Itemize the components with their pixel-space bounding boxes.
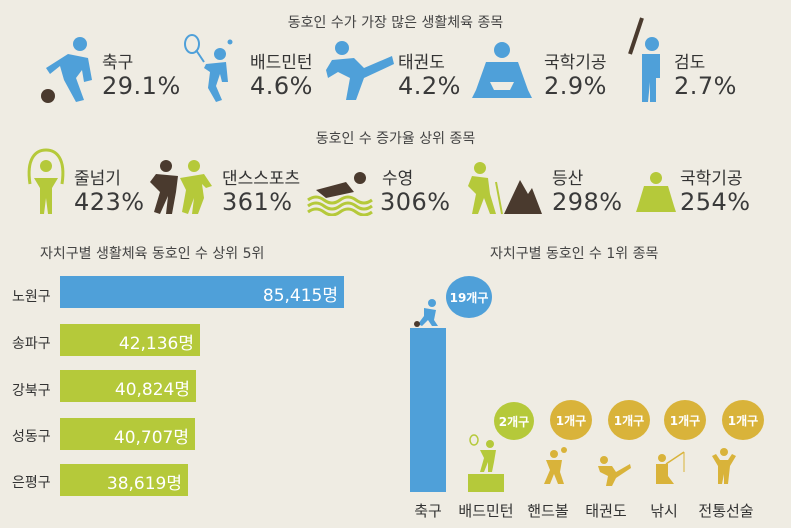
sport-label-taekwondo: 태권도 bbox=[585, 502, 627, 520]
district-label: 노원구 bbox=[12, 289, 51, 305]
swimmer-icon bbox=[307, 172, 373, 216]
value-gigong: 2.9% bbox=[544, 72, 607, 100]
district-value: 85,415명 bbox=[262, 286, 338, 306]
count-bubble-fishing: 1개구 bbox=[664, 400, 706, 440]
sport-label-seonsul: 전통선술 bbox=[698, 502, 754, 520]
value-kendo: 2.7% bbox=[674, 72, 737, 100]
district-label: 성동구 bbox=[12, 429, 51, 445]
value-badminton: 4.6% bbox=[250, 72, 313, 100]
meditation-icon bbox=[472, 42, 532, 98]
dance-couple-icon bbox=[150, 160, 212, 214]
soccer-count-bar bbox=[410, 328, 446, 492]
district-label: 강북구 bbox=[12, 383, 51, 399]
section3-title: 자치구별 생활체육 동호인 수 상위 5위 bbox=[40, 246, 265, 262]
hiker-icon bbox=[468, 162, 542, 215]
section4-title: 자치구별 동호인 수 1위 종목 bbox=[490, 246, 659, 262]
fishing-icon bbox=[656, 451, 685, 484]
soccer-player-icon bbox=[41, 37, 92, 103]
count-bubble-taekwondo: 1개구 bbox=[608, 400, 650, 440]
district-bar: 38,619명 bbox=[60, 464, 188, 496]
district-bar: 85,415명 bbox=[60, 276, 344, 308]
section1-title: 동호인 수가 가장 많은 생활체육 종목 bbox=[287, 15, 504, 31]
label-gigong2: 국학기공 bbox=[680, 169, 743, 189]
jump-rope-icon bbox=[27, 148, 65, 214]
sport-label-badminton: 배드민턴 bbox=[458, 502, 514, 520]
taekwondo-kick-icon bbox=[326, 41, 394, 100]
label-dance: 댄스스포츠 bbox=[222, 169, 301, 189]
value-soccer: 29.1% bbox=[102, 72, 181, 100]
label-jumprope: 줄넘기 bbox=[74, 169, 121, 189]
district-label: 은평구 bbox=[12, 475, 51, 491]
value-swim: 306% bbox=[380, 188, 451, 216]
sport-label-soccer: 축구 bbox=[414, 502, 442, 520]
count-bubble-handball: 1개구 bbox=[550, 400, 592, 440]
district-value: 42,136명 bbox=[118, 334, 194, 354]
district-value: 38,619명 bbox=[106, 474, 182, 494]
label-taekwondo: 태권도 bbox=[398, 53, 445, 73]
value-hiking: 298% bbox=[552, 188, 623, 216]
label-badminton: 배드민턴 bbox=[250, 53, 313, 73]
taekwondo-kick-icon bbox=[598, 456, 631, 486]
count-bubble-soccer: 19개구 bbox=[446, 276, 492, 318]
count-bubble-seonsul: 1개구 bbox=[722, 400, 764, 440]
district-bar: 42,136명 bbox=[60, 324, 200, 356]
handball-player-icon bbox=[544, 447, 567, 484]
value-dance: 361% bbox=[222, 188, 293, 216]
kendo-icon bbox=[628, 17, 660, 102]
district-value: 40,824명 bbox=[114, 380, 190, 400]
label-gigong: 국학기공 bbox=[544, 53, 607, 73]
value-jumprope: 423% bbox=[74, 188, 145, 216]
badminton-player-icon bbox=[469, 434, 496, 472]
count-bubble-badminton: 2개구 bbox=[494, 402, 534, 440]
value-taekwondo: 4.2% bbox=[398, 72, 461, 100]
sport-label-fishing: 낚시 bbox=[650, 502, 678, 520]
martial-art-pose-icon bbox=[712, 448, 736, 484]
value-gigong2: 254% bbox=[680, 188, 751, 216]
district-label: 송파구 bbox=[12, 336, 51, 352]
label-hiking: 등산 bbox=[552, 169, 584, 189]
district-bar: 40,824명 bbox=[60, 370, 196, 402]
label-soccer: 축구 bbox=[102, 53, 134, 73]
district-bar: 40,707명 bbox=[60, 418, 195, 450]
soccer-player-icon bbox=[414, 299, 438, 327]
meditation-icon bbox=[636, 172, 676, 212]
section2-title: 동호인 수 증가율 상위 종목 bbox=[315, 131, 476, 147]
label-swim: 수영 bbox=[382, 169, 414, 189]
district-value: 40,707명 bbox=[113, 428, 189, 448]
badminton-count-bar bbox=[468, 474, 504, 492]
label-kendo: 검도 bbox=[674, 53, 706, 73]
sport-label-handball: 핸드볼 bbox=[527, 502, 569, 520]
badminton-player-icon bbox=[184, 34, 233, 102]
